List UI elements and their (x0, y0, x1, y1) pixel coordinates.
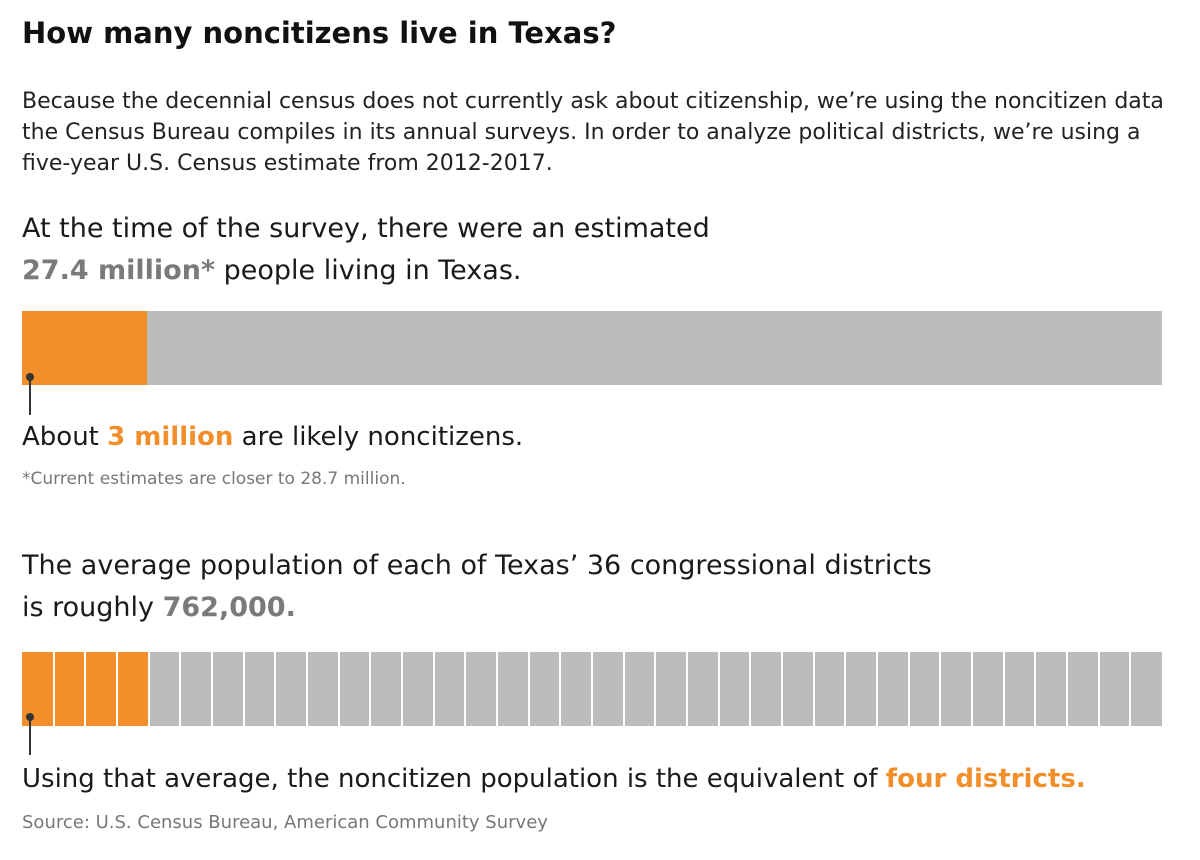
pointer-dot (26, 713, 34, 721)
segment-divider (780, 652, 783, 726)
segment-divider (210, 652, 213, 726)
segment-divider (147, 652, 150, 726)
segment-divider (242, 652, 245, 726)
segment-divider (1034, 652, 1037, 726)
segment-divider (496, 652, 498, 726)
segment-divider (971, 652, 973, 726)
district-bar (22, 652, 1162, 726)
segment-divider (559, 652, 562, 726)
district-annotation: Using that average, the noncitizen popul… (22, 762, 1086, 796)
district-equivalent: four districts. (885, 764, 1086, 794)
page-title: How many noncitizens live in Texas? (22, 16, 617, 50)
population-statement: At the time of the survey, there were an… (22, 208, 1172, 292)
segment-divider (84, 652, 87, 726)
noncitizen-pointer (26, 373, 34, 415)
segment-divider (527, 652, 530, 726)
noncitizen-annotation-suffix: are likely noncitizens. (233, 422, 524, 452)
segment-divider (907, 652, 910, 726)
district-statement-line1: The average population of each of Texas’… (22, 550, 932, 581)
segment-divider (812, 652, 815, 726)
pointer-dot (26, 373, 34, 381)
segment-divider (179, 652, 182, 726)
segment-divider (749, 652, 752, 726)
segment-divider (686, 652, 688, 726)
segment-divider (115, 652, 118, 726)
noncitizen-annotation-prefix: About (22, 422, 108, 452)
segment-divider (432, 652, 435, 726)
footnote: *Current estimates are closer to 28.7 mi… (22, 469, 406, 489)
noncitizen-bar-fill (22, 311, 147, 385)
district-average: 762,000. (162, 592, 296, 623)
segment-divider (400, 652, 403, 726)
noncitizen-annotation: About 3 million are likely noncitizens. (22, 420, 523, 454)
segment-divider (306, 652, 308, 726)
segment-divider (717, 652, 720, 726)
segment-divider (337, 652, 340, 726)
intro-paragraph: Because the decennial census does not cu… (22, 89, 1164, 176)
segment-divider (274, 652, 277, 726)
segment-divider (1097, 652, 1100, 726)
noncitizen-count: 3 million (107, 422, 234, 452)
district-pointer (26, 713, 34, 755)
district-segments (22, 652, 1162, 726)
segment-divider (1002, 652, 1005, 726)
segment-divider (844, 652, 847, 726)
segment-divider (622, 652, 625, 726)
segment-divider (52, 652, 55, 726)
segment-divider (939, 652, 942, 726)
segment-divider (1066, 652, 1068, 726)
segment-divider (369, 652, 372, 726)
segment-divider (464, 652, 467, 726)
population-bar (22, 311, 1162, 385)
district-annotation-prefix: Using that average, the noncitizen popul… (22, 764, 886, 794)
segment-divider (654, 652, 657, 726)
source-note: Source: U.S. Census Bureau, American Com… (22, 812, 548, 833)
population-statement-line2: people living in Texas. (215, 255, 522, 286)
population-statement-line1: At the time of the survey, there were an… (22, 213, 710, 244)
district-statement-prefix: is roughly (22, 592, 163, 623)
population-total: 27.4 million* (22, 255, 216, 286)
segment-divider (1129, 652, 1132, 726)
segment-divider (876, 652, 878, 726)
district-statement: The average population of each of Texas’… (22, 545, 1172, 629)
segment-divider (591, 652, 593, 726)
